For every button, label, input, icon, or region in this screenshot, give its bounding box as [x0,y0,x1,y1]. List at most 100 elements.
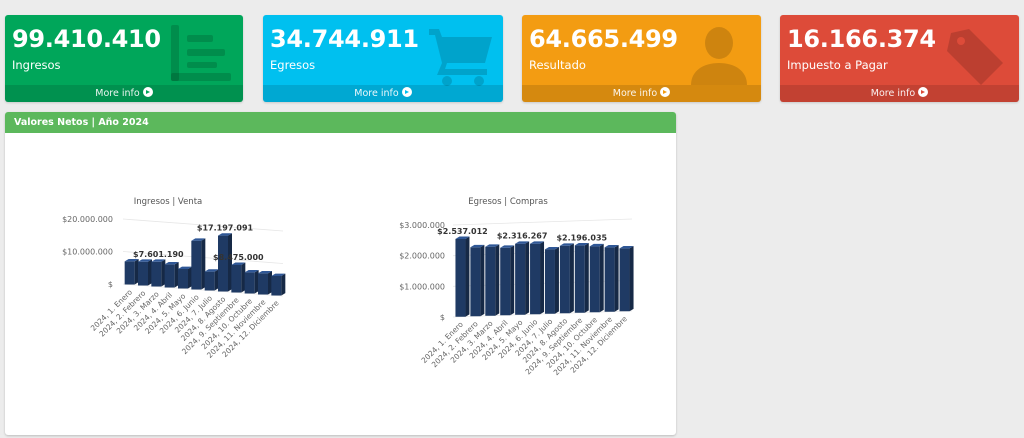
bar-front [559,245,570,314]
bar-side [281,273,286,296]
bar-front [138,261,148,286]
bar-front [470,247,481,317]
bar-front [589,246,600,313]
bar [244,269,259,294]
bar [515,241,530,315]
bar-side [614,244,619,312]
bar [218,233,232,292]
bar [619,245,634,312]
bar-side [174,262,179,288]
user-icon [691,27,747,85]
y-tick-label: $2.000.000 [399,252,445,261]
egresos-label: Egresos [270,58,316,72]
bar-top [604,244,619,248]
egresos-more-info-link[interactable]: More info [263,85,503,102]
tag-icon [947,29,1003,85]
bar-side [214,269,219,291]
charts-area: Ingresos | Venta$$10.000.000$20.000.0002… [62,197,634,377]
info-box-egresos: 34.744.911 Egresos More info [263,15,503,102]
impuesto-label: Impuesto a Pagar [787,58,888,72]
data-label: $17.197.091 [197,224,254,233]
bar-top [204,269,219,272]
bar-front [231,264,242,293]
bar-side [495,244,500,316]
bar-side [480,244,485,317]
impuesto-more-info-link[interactable]: More info [780,85,1019,102]
bar-front [604,247,615,312]
bar-top [218,233,232,236]
bar [164,262,179,288]
ingresos-more-info-link[interactable]: More info [5,85,243,102]
bar [191,238,206,290]
bar-top [500,245,515,248]
chart-1: Ingresos | Venta$$10.000.000$20.000.0002… [62,197,286,360]
egresos-value: 34.744.911 [270,25,419,53]
bar [574,243,589,313]
arrow-circle-right-icon [142,87,153,97]
bar-side [161,259,166,287]
panel-title: Valores Netos | Año 2024 [5,112,676,133]
bar-side [599,243,604,313]
resultado-value: 64.665.499 [529,25,678,53]
bar [204,269,219,291]
y-tick-label: $10.000.000 [62,248,113,257]
bar-side [228,233,232,292]
bar-side [241,262,246,293]
bar-top [124,259,139,262]
data-label: $2.196.035 [556,233,607,242]
bar-top [178,266,192,269]
chart-title: Egresos | Compras [468,197,548,207]
resultado-label: Resultado [529,58,586,72]
grid-line [452,310,633,318]
bar-front [244,272,255,294]
bar [258,270,272,295]
bar-top [619,245,634,249]
y-tick-label: $ [108,280,113,289]
bar [604,244,619,312]
bar-front [530,243,541,315]
y-tick-label: $3.000.000 [399,221,445,230]
bar-side [540,241,545,315]
bar [589,243,604,313]
bar-front [619,248,630,312]
bar [544,246,559,314]
chart-title: Ingresos | Venta [134,197,202,207]
info-box-ingresos: 99.410.410 Ingresos More info [5,15,243,102]
data-label: $2.316.267 [497,232,548,241]
bar-front [544,249,555,314]
bar-top [559,243,574,246]
bar-front [574,245,585,313]
bar-front [271,276,282,296]
info-box-resultado: 64.665.499 Resultado More info [522,15,761,102]
bar-top [574,243,589,246]
bar-side [510,245,515,316]
grid-line [452,218,633,226]
bar [124,259,139,285]
y-tick-label: $20.000.000 [62,215,113,224]
bar [271,273,286,296]
ingresos-label: Ingresos [12,58,61,72]
bar [470,244,485,317]
bar [455,236,470,317]
bar [151,259,166,287]
arrow-circle-right-icon [660,87,671,97]
y-tick-label: $1.000.000 [399,282,445,291]
bar-top [191,238,206,241]
bar-top [530,241,545,244]
bar-side [629,245,634,312]
bar-top [151,259,166,262]
bar-front [124,261,135,285]
bar-top [258,270,272,274]
bar-front [455,238,466,317]
bar-side [268,270,272,295]
resultado-more-info-link[interactable]: More info [522,85,761,102]
bar-side [134,259,139,285]
arrow-circle-right-icon [918,87,929,97]
bar-side [201,238,206,290]
bar-top [164,262,179,265]
arrow-circle-right-icon [401,87,412,97]
bar-top [470,244,485,248]
bar-top [589,243,604,247]
data-label: $7.601.190 [133,250,184,259]
bar-front [178,269,188,289]
